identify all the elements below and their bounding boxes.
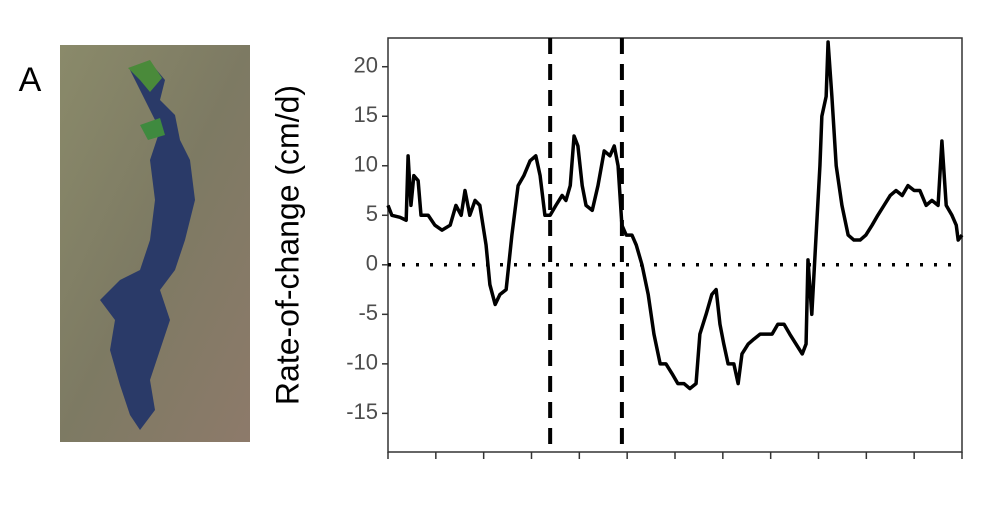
plot: -15 -10 -5 0 5 10 15 20 <box>346 37 964 459</box>
satellite-image <box>60 45 250 442</box>
y-tick-label: 10 <box>354 152 378 177</box>
y-axis-label: Rate-of-change (cm/d) <box>269 85 305 405</box>
plot-frame <box>387 37 963 453</box>
vegetation <box>128 60 162 92</box>
vegetation <box>140 118 165 140</box>
y-tick-label: 5 <box>366 201 378 226</box>
y-tick-label: -10 <box>346 350 378 375</box>
y-tick-label: 15 <box>354 102 378 127</box>
y-tick-label: -5 <box>358 300 378 325</box>
data-line <box>386 40 964 391</box>
y-tick-label: -15 <box>346 399 378 424</box>
y-tick-label: 20 <box>354 53 378 78</box>
lake <box>100 62 195 430</box>
y-tick-label: 0 <box>366 251 378 276</box>
panel-label: A <box>19 61 42 99</box>
